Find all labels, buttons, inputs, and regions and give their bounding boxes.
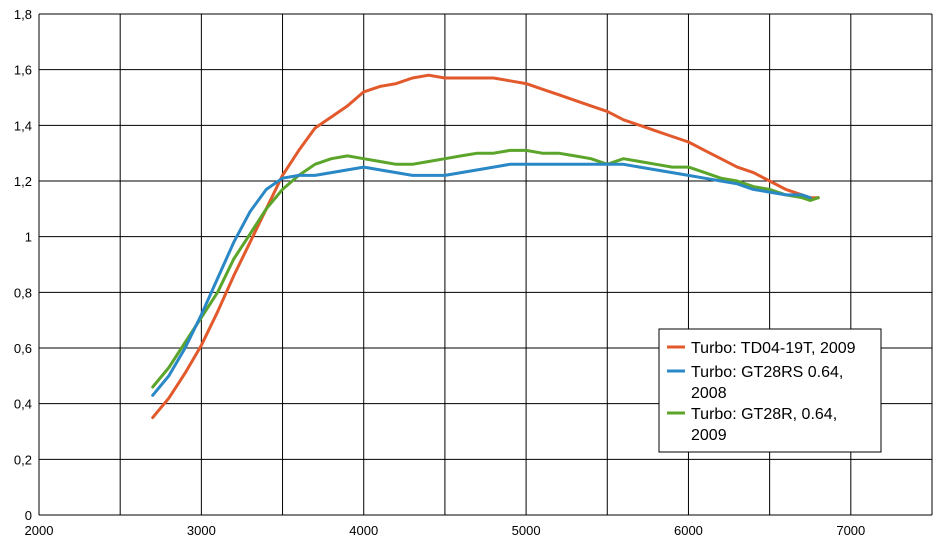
y-tick-label: 0 xyxy=(25,508,32,523)
x-tick-label: 5000 xyxy=(512,523,541,538)
series-lines xyxy=(151,73,820,420)
series-line-gt28r xyxy=(151,148,820,389)
series-line-gt28rs xyxy=(151,162,812,397)
y-tick-label: 1,6 xyxy=(14,63,32,78)
legend-label-td04: Turbo: TD04-19T, 2009 xyxy=(691,340,856,357)
legend-box xyxy=(658,328,882,453)
y-tick-label: 0,2 xyxy=(14,452,32,467)
y-tick-label: 1,8 xyxy=(14,7,32,22)
legend-label-gt28rs: Turbo: GT28RS 0.64, 2008 xyxy=(691,364,843,402)
grid xyxy=(38,13,933,516)
y-tick-label: 1 xyxy=(25,230,32,245)
y-tick-label: 1,2 xyxy=(14,174,32,189)
x-tick-label: 7000 xyxy=(836,523,865,538)
x-tick-label: 2000 xyxy=(25,523,54,538)
tick-labels: 0 0,2 0,4 0,6 0,8 1 1,2 1,4 1,6 1,8 2000 3000 4000 50… xyxy=(14,7,865,538)
legend: Turbo: TD04-19T, 2009 Turbo: GT28RS 0.64… xyxy=(658,328,882,453)
y-tick-label: 1,4 xyxy=(14,118,32,133)
x-tick-label: 4000 xyxy=(349,523,378,538)
y-tick-label: 0,4 xyxy=(14,397,32,412)
y-tick-label: 0,8 xyxy=(14,285,32,300)
x-tick-label: 3000 xyxy=(187,523,216,538)
legend-label-gt28r: Turbo: GT28R, 0.64, 2009 xyxy=(691,406,837,444)
x-tick-label: 6000 xyxy=(674,523,703,538)
y-tick-label: 0,6 xyxy=(14,341,32,356)
